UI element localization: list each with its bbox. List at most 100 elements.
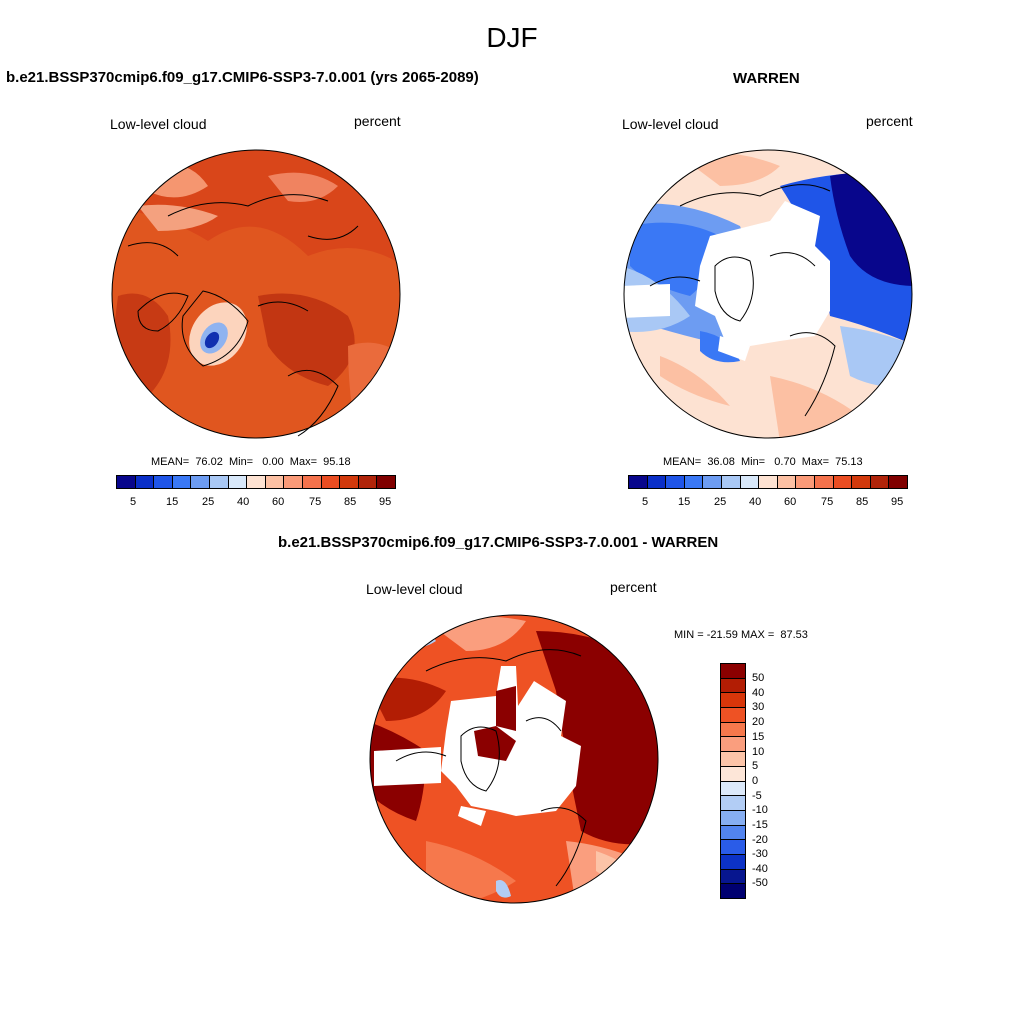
- colorbar-swatch: [247, 476, 266, 488]
- colorbar-swatch: [135, 476, 155, 488]
- cbar-label: 40: [752, 687, 765, 699]
- colorbar-swatch: [721, 476, 741, 488]
- cbar-label: 10: [752, 746, 765, 758]
- colorbar-swatch: [833, 476, 853, 488]
- colorbar-swatch: [721, 722, 745, 738]
- cbar-label: -20: [752, 834, 768, 846]
- colorbar-swatch: [889, 476, 907, 488]
- left-polar-map: [111, 149, 401, 439]
- cbar-label: 25: [714, 496, 727, 508]
- colorbar-swatch: [814, 476, 834, 488]
- cbar-label: 0: [752, 775, 759, 787]
- left-colorbar-labels: 5 15 25 40 60 75 85 95: [116, 496, 396, 510]
- cbar-label: 60: [272, 496, 285, 508]
- left-panel-variable: Low-level cloud: [110, 116, 207, 132]
- right-colorbar: [628, 475, 908, 489]
- colorbar-swatch: [154, 476, 173, 488]
- colorbar-swatch: [721, 766, 745, 782]
- cbar-label: -5: [752, 790, 762, 802]
- cbar-label: 15: [678, 496, 691, 508]
- colorbar-swatch: [721, 678, 745, 694]
- cbar-label: -50: [752, 877, 768, 889]
- colorbar-swatch: [721, 693, 745, 709]
- colorbar-swatch: [721, 781, 745, 797]
- left-colorbar-boxes: [116, 475, 396, 489]
- cbar-label: 85: [856, 496, 869, 508]
- colorbar-swatch: [228, 476, 248, 488]
- colorbar-swatch: [340, 476, 359, 488]
- cbar-label: 85: [344, 496, 357, 508]
- left-panel-title: b.e21.BSSP370cmip6.f09_g17.CMIP6-SSP3-7.…: [6, 69, 479, 86]
- colorbar-swatch: [721, 752, 745, 767]
- colorbar-swatch: [629, 476, 648, 488]
- colorbar-swatch: [721, 664, 745, 679]
- colorbar-swatch: [721, 825, 745, 841]
- cbar-label: 40: [237, 496, 250, 508]
- diff-panel-variable: Low-level cloud: [366, 581, 463, 597]
- colorbar-swatch: [721, 708, 745, 723]
- colorbar-swatch: [117, 476, 136, 488]
- colorbar-swatch: [721, 810, 745, 826]
- diff-panel-title: b.e21.BSSP370cmip6.f09_g17.CMIP6-SSP3-7.…: [278, 534, 719, 551]
- colorbar-swatch: [796, 476, 815, 488]
- diff-colorbar: [720, 663, 746, 899]
- cbar-label: 30: [752, 701, 765, 713]
- colorbar-swatch: [721, 884, 745, 898]
- colorbar-swatch: [358, 476, 378, 488]
- cbar-label: 5: [752, 760, 759, 772]
- cbar-label: 5: [130, 496, 137, 508]
- colorbar-swatch: [721, 854, 745, 870]
- diff-panel-stats: MIN = -21.59 MAX = 87.53: [674, 629, 808, 641]
- cbar-label: -40: [752, 863, 768, 875]
- colorbar-swatch: [703, 476, 722, 488]
- colorbar-swatch: [759, 476, 778, 488]
- right-polar-map: [623, 149, 913, 439]
- cbar-label: 25: [202, 496, 215, 508]
- cbar-label: 15: [166, 496, 179, 508]
- colorbar-swatch: [209, 476, 229, 488]
- right-panel-units: percent: [866, 113, 913, 129]
- left-colorbar: [116, 475, 396, 489]
- cbar-label: 75: [309, 496, 322, 508]
- colorbar-swatch: [740, 476, 760, 488]
- colorbar-swatch: [377, 476, 395, 488]
- colorbar-swatch: [265, 476, 285, 488]
- cbar-label: 95: [379, 496, 392, 508]
- cbar-label: 40: [749, 496, 762, 508]
- colorbar-swatch: [302, 476, 322, 488]
- right-panel-variable: Low-level cloud: [622, 116, 719, 132]
- colorbar-swatch: [321, 476, 341, 488]
- diff-polar-map: [369, 614, 659, 904]
- colorbar-swatch: [172, 476, 192, 488]
- cbar-label: 60: [784, 496, 797, 508]
- left-panel-units: percent: [354, 113, 401, 129]
- colorbar-swatch: [852, 476, 871, 488]
- left-panel-stats: MEAN= 76.02 Min= 0.00 Max= 95.18: [151, 456, 351, 468]
- cbar-label: -15: [752, 819, 768, 831]
- diff-colorbar-labels: 50 40 30 20 15 10 5 0 -5 -10 -15 -20 -30…: [752, 663, 792, 899]
- right-colorbar-labels: 5 15 25 40 60 75 85 95: [628, 496, 908, 510]
- colorbar-swatch: [721, 737, 745, 753]
- right-panel-title: WARREN: [733, 70, 800, 87]
- cbar-label: -30: [752, 848, 768, 860]
- diff-panel-units: percent: [610, 579, 657, 595]
- colorbar-swatch: [647, 476, 667, 488]
- colorbar-swatch: [721, 869, 745, 885]
- colorbar-swatch: [284, 476, 303, 488]
- cbar-label: 15: [752, 731, 765, 743]
- colorbar-swatch: [777, 476, 797, 488]
- colorbar-swatch: [721, 840, 745, 855]
- colorbar-swatch: [721, 796, 745, 811]
- colorbar-swatch: [666, 476, 685, 488]
- figure-title: DJF: [486, 22, 538, 53]
- colorbar-swatch: [191, 476, 210, 488]
- cbar-label: 50: [752, 672, 765, 684]
- cbar-label: 75: [821, 496, 834, 508]
- right-colorbar-boxes: [628, 475, 908, 489]
- cbar-label: 20: [752, 716, 765, 728]
- cbar-label: -10: [752, 804, 768, 816]
- colorbar-swatch: [870, 476, 890, 488]
- right-panel-stats: MEAN= 36.08 Min= 0.70 Max= 75.13: [663, 456, 863, 468]
- cbar-label: 5: [642, 496, 649, 508]
- cbar-label: 95: [891, 496, 904, 508]
